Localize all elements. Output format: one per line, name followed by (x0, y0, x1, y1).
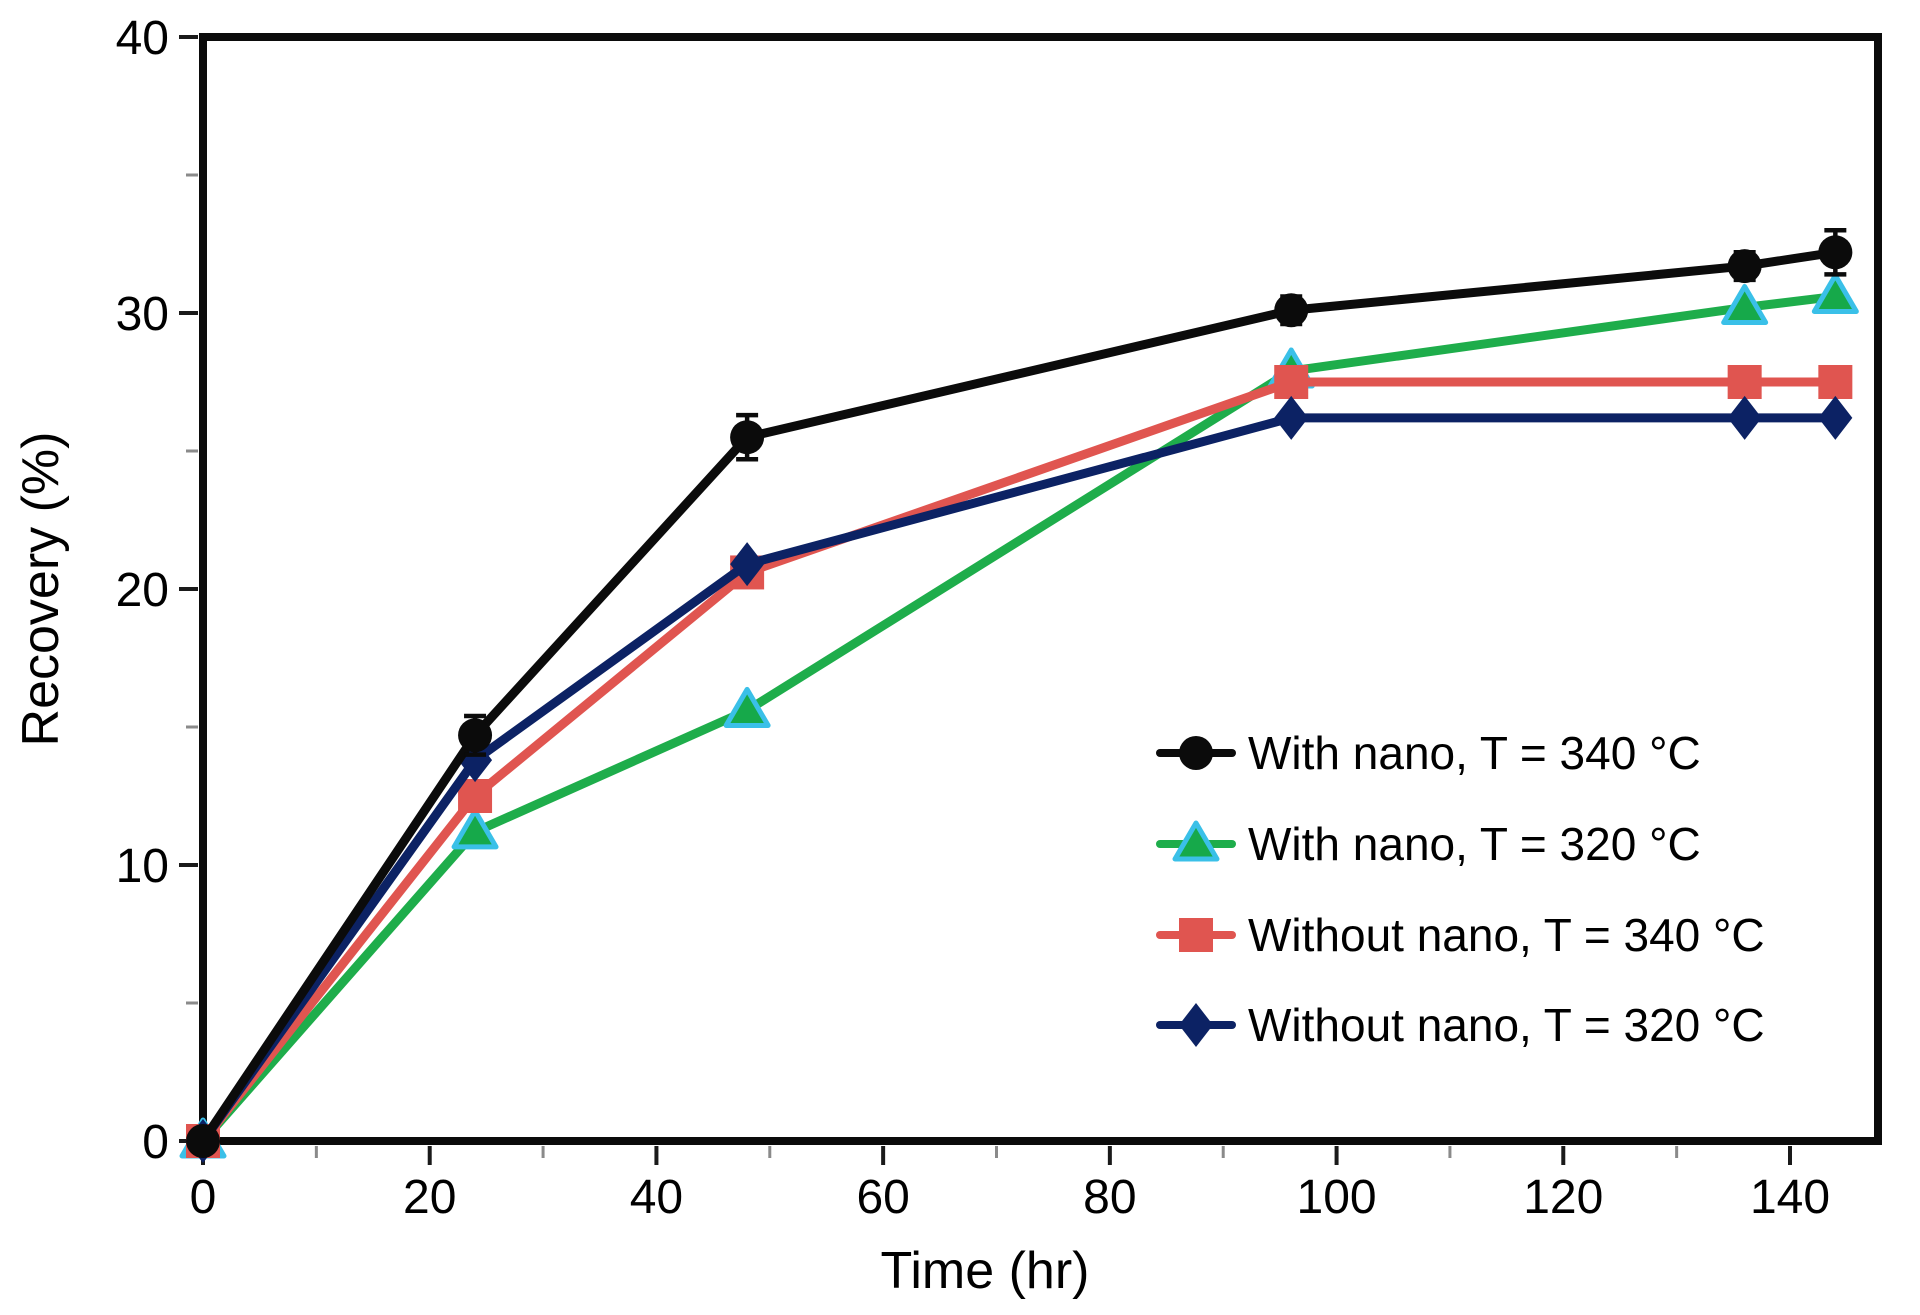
legend-label: With nano, T = 340 °C (1248, 727, 1701, 779)
plot-border (199, 33, 1882, 1145)
y-tick-label: 0 (142, 1116, 169, 1169)
data-point-marker (1721, 283, 1769, 325)
data-point-marker (1274, 395, 1309, 440)
data-point-marker (1818, 235, 1853, 270)
y-tick-label: 30 (116, 288, 169, 341)
major-ticks (179, 35, 1792, 1165)
legend-item: Without nano, T = 340 °C (1156, 909, 1765, 961)
x-tick-label: 140 (1750, 1171, 1830, 1224)
data-point-marker (1274, 365, 1309, 399)
data-point-marker (458, 718, 493, 753)
data-point-marker (1727, 365, 1762, 399)
x-tick-label: 120 (1523, 1171, 1603, 1224)
data-point-marker (458, 779, 493, 813)
series-0 (186, 227, 1853, 1158)
y-axis-title: Recovery (%) (12, 432, 70, 747)
legend-label: Without nano, T = 320 °C (1248, 999, 1765, 1051)
x-tick-label: 0 (190, 1171, 217, 1224)
y-tick-label: 10 (116, 840, 169, 893)
data-point-marker (1818, 365, 1853, 399)
y-tick-label: 20 (116, 564, 169, 617)
data-point-marker (1811, 272, 1859, 314)
y-tick-label: 40 (116, 12, 169, 65)
x-axis-title: Time (hr) (881, 1242, 1090, 1300)
data-point-marker (723, 686, 771, 728)
legend-label: With nano, T = 320 °C (1248, 818, 1701, 870)
x-tick-label: 20 (403, 1171, 456, 1224)
data-point-marker (730, 420, 765, 455)
series-line (198, 291, 1840, 1146)
x-tick-label: 40 (630, 1171, 683, 1224)
tick-labels: 0 20 40 60 80 100 120 140 0 10 20 30 40 (116, 12, 1830, 1224)
data-point-marker (1179, 1003, 1213, 1047)
data-point-marker (1179, 736, 1213, 770)
x-tick-label: 100 (1297, 1171, 1377, 1224)
data-point-marker (186, 1124, 220, 1158)
data-point-marker (1727, 395, 1762, 440)
legend-item: With nano, T = 320 °C (1156, 818, 1701, 870)
legend-item: With nano, T = 340 °C (1156, 727, 1701, 779)
data-point-marker (730, 542, 765, 587)
data-point-marker (1172, 820, 1220, 862)
minor-ticks (186, 173, 1679, 1158)
legend-item: Without nano, T = 320 °C (1156, 999, 1765, 1051)
legend-label: Without nano, T = 340 °C (1248, 909, 1765, 961)
data-point-marker (1727, 249, 1762, 284)
data-point-marker (451, 808, 499, 850)
data-series (179, 227, 1859, 1163)
x-tick-label: 60 (856, 1171, 909, 1224)
data-point-marker (1274, 293, 1309, 328)
data-point-marker (1179, 918, 1213, 952)
x-tick-label: 80 (1083, 1171, 1136, 1224)
data-point-marker (1818, 395, 1853, 440)
legend: With nano, T = 340 °C With nano, T = 320 … (1156, 727, 1765, 1051)
